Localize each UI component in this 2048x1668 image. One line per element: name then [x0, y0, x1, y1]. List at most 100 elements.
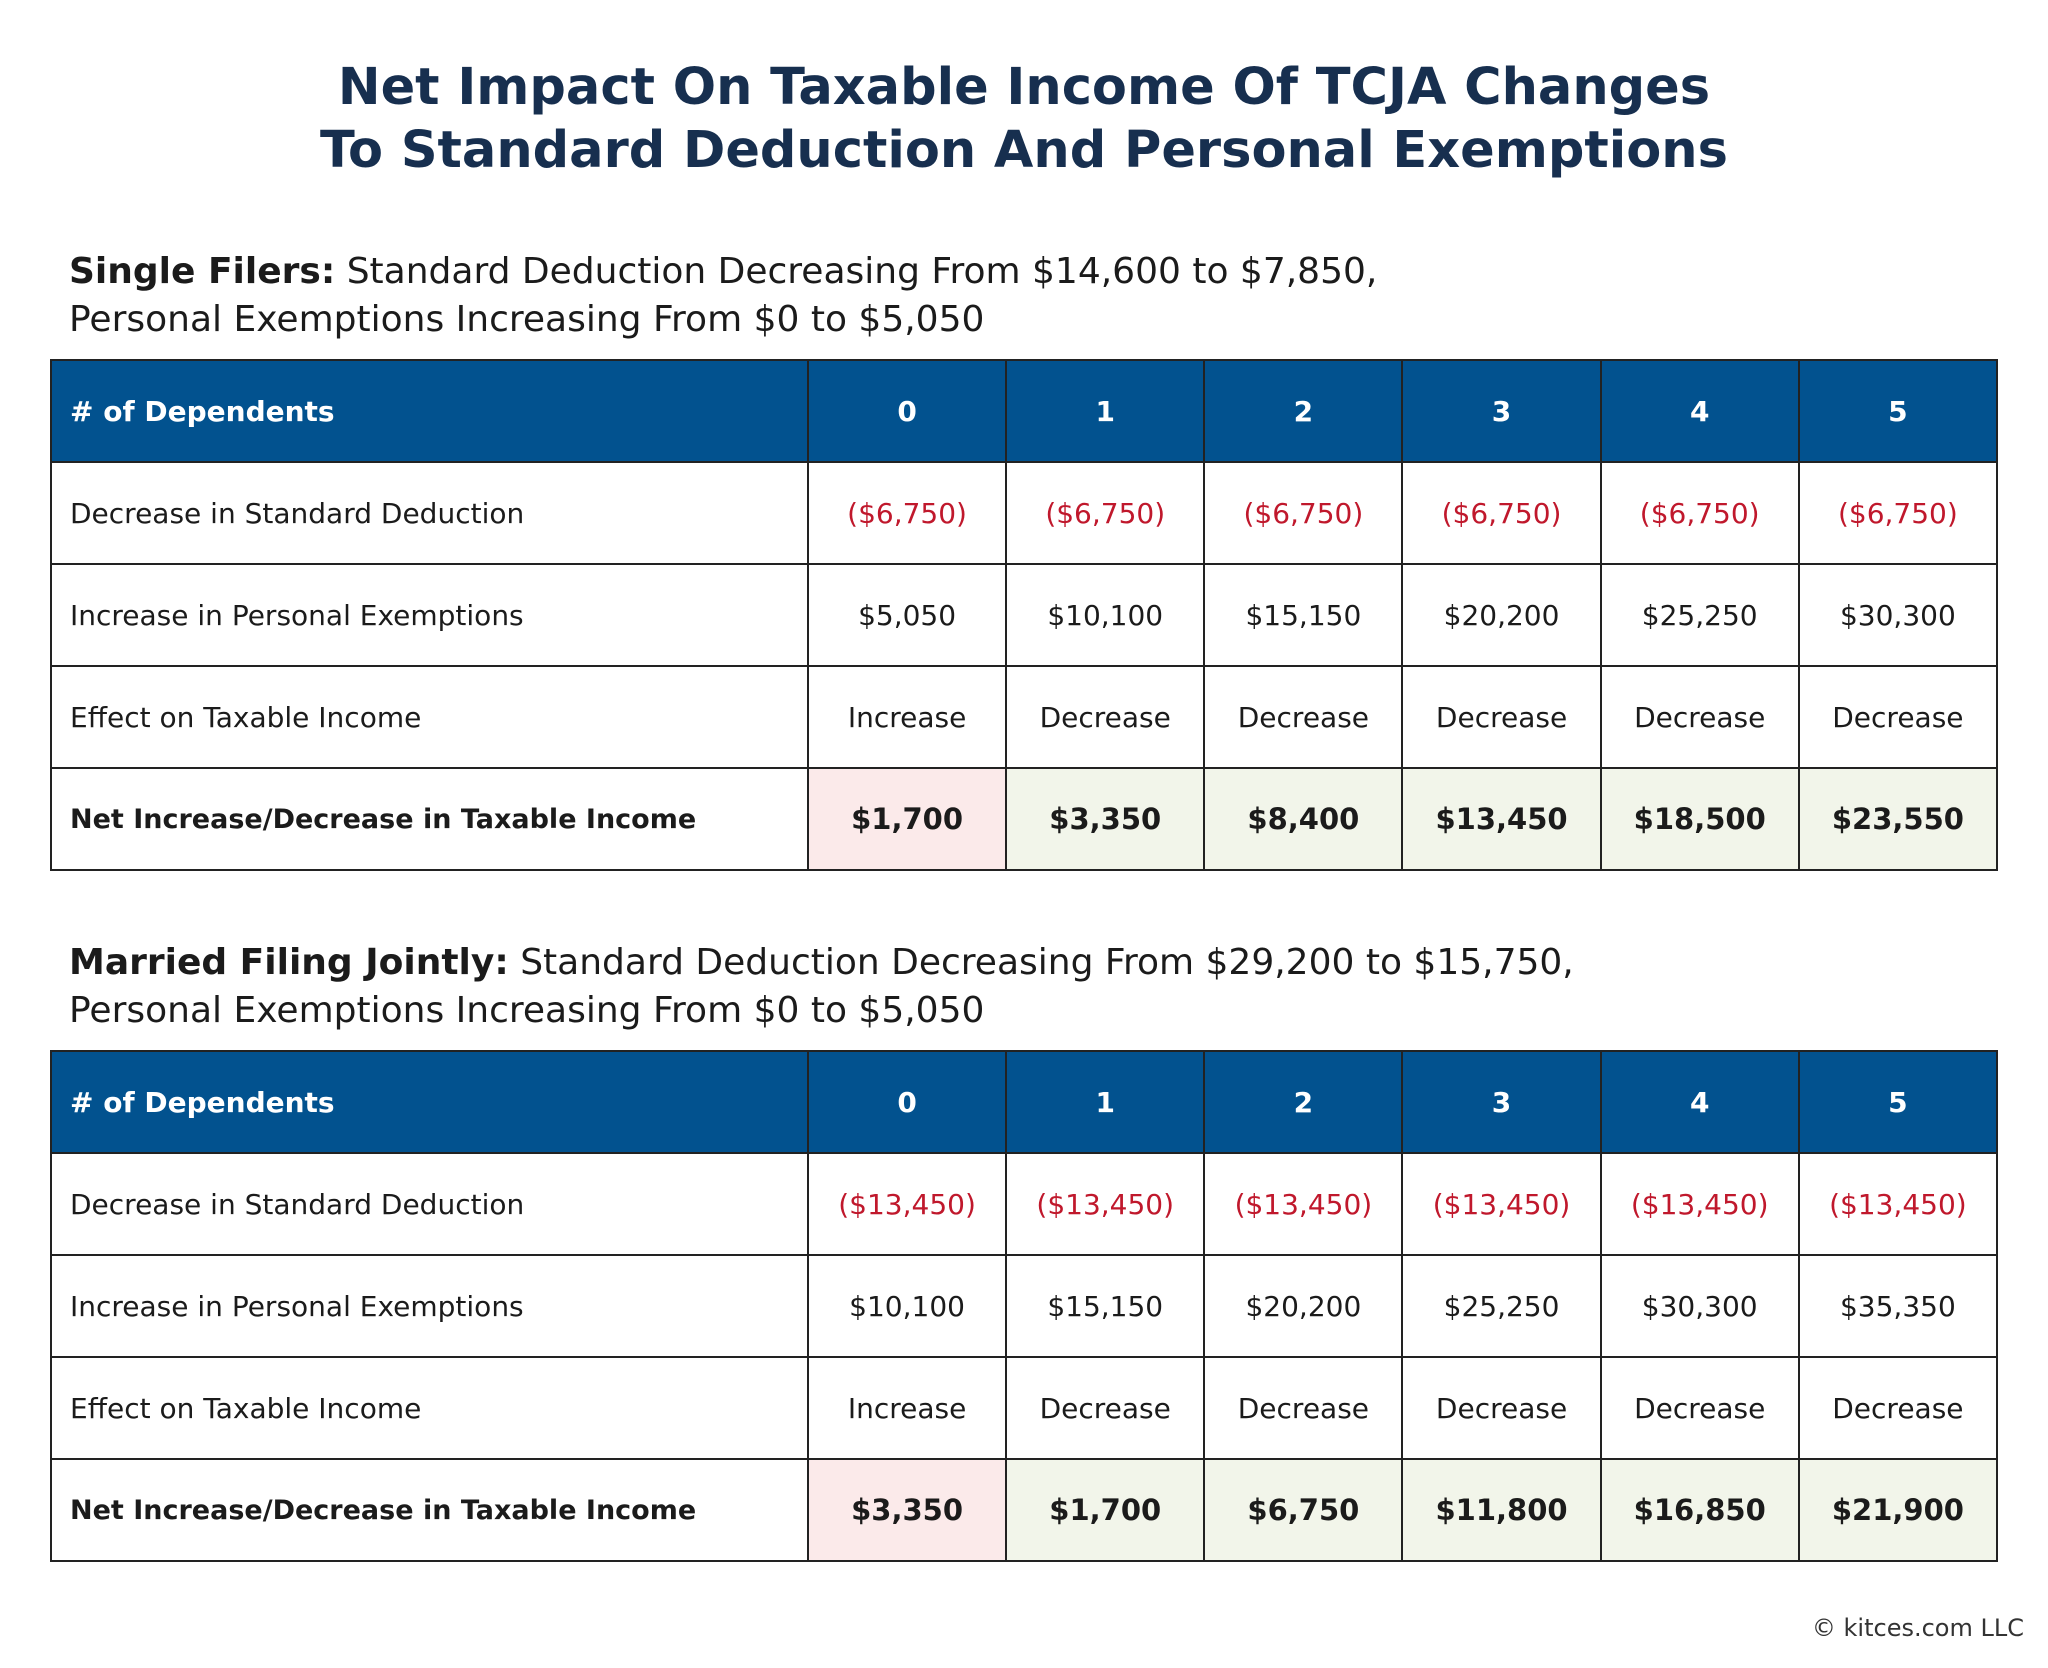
header-row: # of Dependents 0 1 2 3 4 5 — [50, 359, 1999, 463]
value-cell: ($13,450) — [1401, 1152, 1602, 1256]
table-head: # of Dependents 0 1 2 3 4 5 — [50, 359, 1999, 463]
value-cell: ($13,450) — [1005, 1152, 1206, 1256]
section: Single Filers: Standard Deduction Decrea… — [50, 248, 1999, 871]
header-cell: 0 — [806, 359, 1008, 463]
table-row: Net Increase/Decrease in Taxable Income $… — [50, 1458, 1999, 1562]
value-cell: Decrease — [1599, 1356, 1800, 1460]
value-cell: ($6,750) — [1401, 461, 1602, 565]
section: Married Filing Jointly: Standard Deducti… — [50, 939, 1999, 1562]
table-row: Decrease in Standard Deduction ($13,450)(… — [50, 1152, 1999, 1256]
value-cell: $6,750 — [1203, 1458, 1404, 1562]
heading-line: Personal Exemptions Increasing From $0 t… — [69, 299, 985, 340]
value-cell: $20,200 — [1203, 1254, 1404, 1358]
title-line: To Standard Deduction And Personal Exemp… — [320, 121, 1728, 180]
data-table: # of Dependents 0 1 2 3 4 5 Decrease in Standar… — [50, 359, 1999, 871]
value-cell: ($6,750) — [1797, 461, 1999, 565]
header-cell: 3 — [1401, 359, 1602, 463]
table-head: # of Dependents 0 1 2 3 4 5 — [50, 1050, 1999, 1154]
table-row: Decrease in Standard Deduction ($6,750) ($… — [50, 461, 1999, 565]
value-cell: ($6,750) — [1005, 461, 1206, 565]
header-cell: 0 — [806, 1050, 1008, 1154]
section-heading: Single Filers: Standard Deduction Decrea… — [50, 248, 1998, 344]
value-cell: $23,550 — [1797, 767, 1999, 871]
table-row: Increase in Personal Exemptions $10,100 $1… — [50, 1254, 1999, 1358]
value-cell: Increase — [806, 665, 1008, 769]
value-cell: $35,350 — [1797, 1254, 1999, 1358]
header-cell: # of Dependents — [50, 1050, 809, 1154]
header-row: # of Dependents 0 1 2 3 4 5 — [50, 1050, 1999, 1154]
header-cell: 2 — [1203, 1050, 1404, 1154]
value-cell: $30,300 — [1797, 563, 1999, 667]
footer: © kitces.com LLC — [1811, 1614, 2024, 1642]
row-label: Net Increase/Decrease in Taxable Income — [50, 767, 809, 871]
header-cell: 5 — [1797, 359, 1999, 463]
value-cell: ($6,750) — [806, 461, 1008, 565]
value-cell: $11,800 — [1401, 1458, 1602, 1562]
value-cell: $8,400 — [1203, 767, 1404, 871]
section-heading: Married Filing Jointly: Standard Deducti… — [50, 939, 1998, 1035]
value-cell: Decrease — [1005, 665, 1206, 769]
value-cell: ($6,750) — [1599, 461, 1800, 565]
value-cell: $21,900 — [1797, 1458, 1999, 1562]
row-label: Effect on Taxable Income — [50, 1356, 809, 1460]
value-cell: $20,200 — [1401, 563, 1602, 667]
value-cell: ($13,450) — [1797, 1152, 1999, 1256]
header-cell: 1 — [1005, 359, 1206, 463]
row-label: Decrease in Standard Deduction — [50, 1152, 809, 1256]
table-row: Increase in Personal Exemptions $5,050 $10… — [50, 563, 1999, 667]
value-cell: Decrease — [1797, 665, 1999, 769]
row-label: Increase in Personal Exemptions — [50, 563, 809, 667]
value-cell: $16,850 — [1599, 1458, 1800, 1562]
table-row: Net Increase/Decrease in Taxable Income $… — [50, 767, 1999, 871]
value-cell: Decrease — [1401, 1356, 1602, 1460]
header-cell: 2 — [1203, 359, 1404, 463]
value-cell: $10,100 — [806, 1254, 1008, 1358]
value-cell: Decrease — [1005, 1356, 1206, 1460]
value-cell: $5,050 — [806, 563, 1008, 667]
value-cell: $10,100 — [1005, 563, 1206, 667]
value-cell: $15,150 — [1005, 1254, 1206, 1358]
header-cell: 3 — [1401, 1050, 1602, 1154]
table-body: Decrease in Standard Deduction ($6,750) ($… — [50, 461, 1999, 871]
table-body: Decrease in Standard Deduction ($13,450)(… — [50, 1152, 1999, 1562]
header-cell: # of Dependents — [50, 359, 809, 463]
value-cell: ($13,450) — [1599, 1152, 1800, 1256]
row-label: Decrease in Standard Deduction — [50, 461, 809, 565]
title-line: Net Impact On Taxable Income Of TCJA Cha… — [337, 58, 1711, 117]
row-label: Net Increase/Decrease in Taxable Income — [50, 1458, 809, 1562]
value-cell: $1,700 — [806, 767, 1008, 871]
data-table: # of Dependents 0 1 2 3 4 5 Decrease in Standar… — [50, 1050, 1999, 1562]
value-cell: $3,350 — [1005, 767, 1206, 871]
value-cell: Decrease — [1599, 665, 1800, 769]
value-cell: Decrease — [1203, 665, 1404, 769]
heading-text: Standard Deduction Decreasing From $14,6… — [346, 251, 1378, 292]
value-cell: Decrease — [1203, 1356, 1404, 1460]
value-cell: Increase — [806, 1356, 1008, 1460]
heading-bold: Married Filing Jointly: — [69, 942, 509, 983]
value-cell: $13,450 — [1401, 767, 1602, 871]
header-cell: 4 — [1599, 359, 1800, 463]
value-cell: $15,150 — [1203, 563, 1404, 667]
value-cell: $25,250 — [1401, 1254, 1602, 1358]
heading-bold: Single Filers: — [69, 251, 336, 292]
value-cell: ($13,450) — [806, 1152, 1008, 1256]
value-cell: $3,350 — [806, 1458, 1008, 1562]
value-cell: ($13,450) — [1203, 1152, 1404, 1256]
title: Net Impact On Taxable Income Of TCJA Cha… — [0, 56, 2048, 182]
row-label: Effect on Taxable Income — [50, 665, 809, 769]
table-row: Effect on Taxable Income Increase Decrease… — [50, 665, 1999, 769]
value-cell: $18,500 — [1599, 767, 1800, 871]
heading-line: Personal Exemptions Increasing From $0 t… — [69, 990, 985, 1031]
value-cell: ($6,750) — [1203, 461, 1404, 565]
value-cell: $30,300 — [1599, 1254, 1800, 1358]
value-cell: $1,700 — [1005, 1458, 1206, 1562]
header-cell: 5 — [1797, 1050, 1999, 1154]
table-row: Effect on Taxable Income Increase Decrease… — [50, 1356, 1999, 1460]
row-label: Increase in Personal Exemptions — [50, 1254, 809, 1358]
header-cell: 1 — [1005, 1050, 1206, 1154]
header-cell: 4 — [1599, 1050, 1800, 1154]
value-cell: Decrease — [1401, 665, 1602, 769]
heading-text: Standard Deduction Decreasing From $29,2… — [520, 942, 1574, 983]
value-cell: Decrease — [1797, 1356, 1999, 1460]
